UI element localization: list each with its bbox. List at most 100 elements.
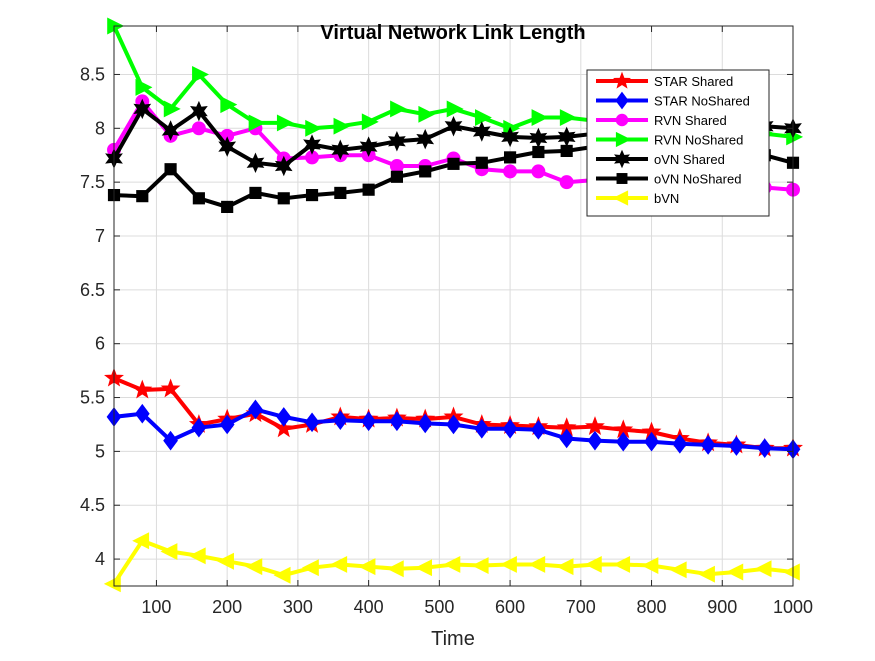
data-point-marker — [273, 566, 291, 584]
data-point-marker — [503, 164, 518, 179]
data-point-marker — [615, 131, 632, 148]
data-point-marker — [417, 413, 433, 434]
data-point-marker — [698, 565, 715, 583]
data-point-marker — [276, 407, 292, 427]
data-point-marker — [446, 100, 464, 118]
y-tick-label: 7 — [95, 226, 105, 246]
y-tick-label: 6 — [95, 334, 105, 354]
data-point-marker — [672, 434, 688, 454]
data-point-marker — [362, 183, 375, 196]
data-point-marker — [729, 436, 744, 456]
data-point-marker — [614, 149, 630, 169]
data-point-marker — [446, 414, 461, 435]
data-point-marker — [332, 410, 348, 430]
data-point-marker — [641, 557, 659, 574]
x-tick-label: 1000 — [773, 597, 813, 617]
data-point-marker — [559, 175, 574, 190]
data-point-marker — [472, 121, 491, 142]
data-point-marker — [359, 136, 378, 157]
data-point-marker — [501, 126, 519, 148]
data-point-marker — [188, 547, 206, 565]
data-point-marker — [443, 556, 461, 573]
data-point-marker — [726, 563, 744, 581]
data-point-marker — [669, 561, 687, 579]
data-point-marker — [531, 420, 546, 440]
data-point-marker — [612, 190, 629, 206]
x-tick-label: 900 — [707, 597, 737, 617]
data-point-marker — [136, 190, 149, 203]
legend-label: STAR Shared — [654, 74, 733, 89]
series-star-noshared — [106, 399, 801, 460]
data-point-marker — [134, 403, 150, 424]
y-tick-label: 5 — [95, 441, 105, 461]
x-tick-label: 700 — [566, 597, 596, 617]
data-point-marker — [474, 109, 492, 126]
data-point-marker — [754, 560, 772, 578]
data-point-marker — [471, 557, 489, 574]
data-point-marker — [615, 431, 631, 452]
data-point-marker — [532, 145, 545, 159]
data-point-marker — [358, 558, 376, 576]
data-point-marker — [757, 438, 773, 458]
data-point-marker — [587, 430, 603, 451]
data-point-marker — [615, 91, 629, 110]
data-point-marker — [191, 417, 207, 438]
data-point-marker — [416, 128, 435, 150]
data-point-marker — [415, 559, 433, 577]
data-point-marker — [218, 136, 237, 157]
data-point-marker — [331, 139, 350, 161]
data-point-marker — [502, 418, 518, 439]
data-point-marker — [135, 78, 153, 96]
data-point-marker — [301, 559, 319, 577]
legend-label: oVN NoShared — [654, 172, 741, 187]
data-point-marker — [330, 556, 348, 573]
data-point-marker — [386, 560, 404, 578]
data-point-marker — [163, 430, 178, 451]
legend-entry: RVN Shared — [596, 113, 727, 128]
data-point-marker — [644, 431, 659, 452]
data-point-marker — [304, 412, 320, 433]
data-point-marker — [388, 130, 406, 152]
data-point-marker — [164, 163, 177, 176]
legend-entry: STAR Shared — [596, 71, 733, 89]
data-point-marker — [475, 156, 488, 169]
x-tick-label: 600 — [495, 597, 525, 617]
data-point-marker — [161, 120, 180, 141]
data-point-marker — [584, 556, 602, 573]
data-point-marker — [499, 556, 517, 573]
data-point-marker — [305, 188, 319, 202]
data-point-marker — [782, 563, 800, 581]
data-point-marker — [613, 71, 631, 89]
y-tick-label: 4 — [95, 549, 105, 569]
data-point-marker — [190, 100, 208, 122]
data-point-marker — [389, 159, 404, 173]
data-point-marker — [390, 170, 403, 183]
legend: STAR Shared STAR NoShared RVN Shared RVN No… — [586, 69, 770, 217]
data-point-marker — [444, 115, 463, 137]
legend-entry: oVN Shared — [596, 149, 725, 169]
legend-entry: oVN NoShared — [596, 172, 741, 187]
data-point-marker — [191, 121, 206, 136]
legend-label: oVN Shared — [654, 152, 725, 167]
data-point-marker — [221, 200, 234, 214]
data-point-marker — [334, 186, 347, 200]
data-point-marker — [418, 105, 436, 123]
data-point-marker — [361, 113, 379, 131]
data-point-marker — [132, 379, 153, 399]
y-tick-label: 5.5 — [80, 388, 105, 408]
data-point-marker — [700, 435, 716, 455]
data-point-marker — [615, 113, 629, 127]
y-tick-label: 8.5 — [80, 64, 105, 84]
legend-entry: bVN — [596, 190, 679, 206]
x-tick-label: 800 — [637, 597, 667, 617]
data-point-marker — [163, 100, 181, 118]
data-point-marker — [333, 117, 351, 135]
data-point-marker — [192, 66, 209, 83]
data-point-marker — [220, 96, 238, 114]
data-point-marker — [246, 152, 265, 174]
y-tick-label: 6.5 — [80, 280, 105, 300]
legend-entry: STAR NoShared — [596, 91, 750, 110]
x-tick-label: 200 — [212, 597, 242, 617]
data-point-marker — [585, 416, 605, 436]
